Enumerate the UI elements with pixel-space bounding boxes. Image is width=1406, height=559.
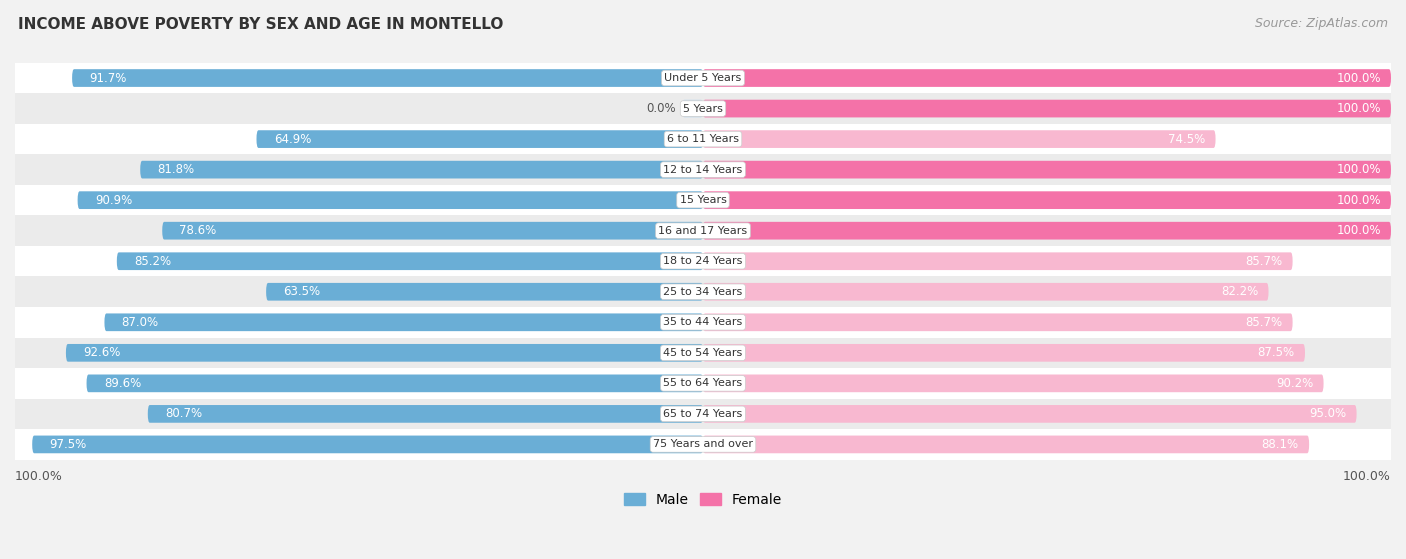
Text: 35 to 44 Years: 35 to 44 Years (664, 318, 742, 327)
Text: 45 to 54 Years: 45 to 54 Years (664, 348, 742, 358)
Text: 80.7%: 80.7% (165, 408, 202, 420)
Text: 92.6%: 92.6% (83, 347, 121, 359)
Text: 12 to 14 Years: 12 to 14 Years (664, 165, 742, 174)
Text: INCOME ABOVE POVERTY BY SEX AND AGE IN MONTELLO: INCOME ABOVE POVERTY BY SEX AND AGE IN M… (18, 17, 503, 32)
Text: 91.7%: 91.7% (90, 72, 127, 84)
FancyBboxPatch shape (703, 69, 1391, 87)
Text: 0.0%: 0.0% (645, 102, 675, 115)
FancyBboxPatch shape (703, 405, 1357, 423)
Text: 81.8%: 81.8% (157, 163, 194, 176)
FancyBboxPatch shape (104, 314, 703, 331)
Text: 90.2%: 90.2% (1277, 377, 1313, 390)
Bar (15, 338, 1391, 368)
Text: 63.5%: 63.5% (284, 285, 321, 299)
FancyBboxPatch shape (77, 191, 703, 209)
FancyBboxPatch shape (87, 375, 703, 392)
FancyBboxPatch shape (703, 314, 1292, 331)
FancyBboxPatch shape (703, 252, 1292, 270)
Bar (15, 124, 1391, 154)
Text: 78.6%: 78.6% (180, 224, 217, 237)
Text: 100.0%: 100.0% (1336, 102, 1381, 115)
Text: 100.0%: 100.0% (1336, 193, 1381, 207)
FancyBboxPatch shape (703, 344, 1305, 362)
Text: 25 to 34 Years: 25 to 34 Years (664, 287, 742, 297)
FancyBboxPatch shape (703, 100, 1391, 117)
Text: 89.6%: 89.6% (104, 377, 141, 390)
FancyBboxPatch shape (266, 283, 703, 301)
Text: 75 Years and over: 75 Years and over (652, 439, 754, 449)
Bar (15, 429, 1391, 459)
FancyBboxPatch shape (703, 435, 1309, 453)
Text: 85.7%: 85.7% (1246, 316, 1282, 329)
Bar (15, 399, 1391, 429)
FancyBboxPatch shape (162, 222, 703, 240)
Bar (15, 63, 1391, 93)
Bar (15, 185, 1391, 215)
Text: 18 to 24 Years: 18 to 24 Years (664, 256, 742, 266)
Bar (15, 154, 1391, 185)
Text: 87.5%: 87.5% (1257, 347, 1295, 359)
FancyBboxPatch shape (682, 100, 703, 117)
FancyBboxPatch shape (32, 435, 703, 453)
Text: 88.1%: 88.1% (1261, 438, 1299, 451)
Text: 16 and 17 Years: 16 and 17 Years (658, 226, 748, 236)
Text: 97.5%: 97.5% (49, 438, 87, 451)
FancyBboxPatch shape (703, 283, 1268, 301)
Text: 100.0%: 100.0% (1336, 72, 1381, 84)
Text: 64.9%: 64.9% (274, 132, 311, 145)
FancyBboxPatch shape (703, 161, 1391, 178)
Bar (15, 368, 1391, 399)
FancyBboxPatch shape (703, 222, 1391, 240)
Text: 85.2%: 85.2% (134, 255, 172, 268)
Bar (15, 215, 1391, 246)
Text: Under 5 Years: Under 5 Years (665, 73, 741, 83)
Text: Source: ZipAtlas.com: Source: ZipAtlas.com (1254, 17, 1388, 30)
FancyBboxPatch shape (72, 69, 703, 87)
Bar (15, 246, 1391, 277)
Text: 55 to 64 Years: 55 to 64 Years (664, 378, 742, 389)
Text: 6 to 11 Years: 6 to 11 Years (666, 134, 740, 144)
FancyBboxPatch shape (703, 375, 1323, 392)
Legend: Male, Female: Male, Female (619, 487, 787, 512)
Text: 100.0%: 100.0% (1336, 163, 1381, 176)
Text: 100.0%: 100.0% (15, 470, 63, 484)
Text: 95.0%: 95.0% (1309, 408, 1347, 420)
Text: 85.7%: 85.7% (1246, 255, 1282, 268)
Bar (15, 277, 1391, 307)
FancyBboxPatch shape (141, 161, 703, 178)
Text: 90.9%: 90.9% (94, 193, 132, 207)
FancyBboxPatch shape (703, 191, 1391, 209)
FancyBboxPatch shape (256, 130, 703, 148)
Text: 100.0%: 100.0% (1343, 470, 1391, 484)
FancyBboxPatch shape (703, 130, 1216, 148)
FancyBboxPatch shape (117, 252, 703, 270)
Text: 100.0%: 100.0% (1336, 224, 1381, 237)
Text: 74.5%: 74.5% (1168, 132, 1205, 145)
Text: 82.2%: 82.2% (1220, 285, 1258, 299)
Bar (15, 93, 1391, 124)
Text: 87.0%: 87.0% (122, 316, 159, 329)
Text: 15 Years: 15 Years (679, 195, 727, 205)
FancyBboxPatch shape (148, 405, 703, 423)
Text: 5 Years: 5 Years (683, 103, 723, 113)
Bar (15, 307, 1391, 338)
Text: 65 to 74 Years: 65 to 74 Years (664, 409, 742, 419)
FancyBboxPatch shape (66, 344, 703, 362)
